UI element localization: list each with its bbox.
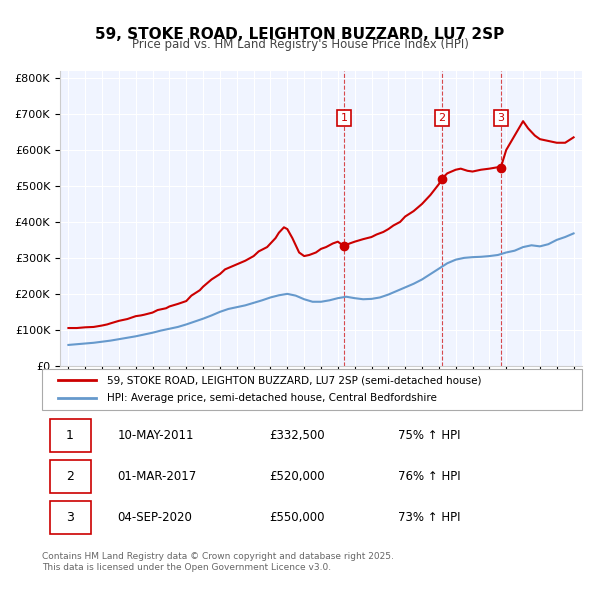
Text: 3: 3 [497,113,504,123]
Text: 75% ↑ HPI: 75% ↑ HPI [398,430,461,442]
Text: Price paid vs. HM Land Registry's House Price Index (HPI): Price paid vs. HM Land Registry's House … [131,38,469,51]
Text: 73% ↑ HPI: 73% ↑ HPI [398,510,461,523]
FancyBboxPatch shape [50,460,91,493]
Text: 1: 1 [66,430,74,442]
Text: HPI: Average price, semi-detached house, Central Bedfordshire: HPI: Average price, semi-detached house,… [107,394,437,404]
FancyBboxPatch shape [50,419,91,453]
Text: 04-SEP-2020: 04-SEP-2020 [118,510,193,523]
Text: This data is licensed under the Open Government Licence v3.0.: This data is licensed under the Open Gov… [42,563,331,572]
Text: Contains HM Land Registry data © Crown copyright and database right 2025.: Contains HM Land Registry data © Crown c… [42,552,394,560]
Text: 01-MAR-2017: 01-MAR-2017 [118,470,197,483]
Text: £550,000: £550,000 [269,510,325,523]
Text: £332,500: £332,500 [269,430,325,442]
Text: 76% ↑ HPI: 76% ↑ HPI [398,470,461,483]
Text: 10-MAY-2011: 10-MAY-2011 [118,430,194,442]
FancyBboxPatch shape [50,500,91,533]
Text: 3: 3 [66,510,74,523]
Text: 1: 1 [340,113,347,123]
Text: 59, STOKE ROAD, LEIGHTON BUZZARD, LU7 2SP (semi-detached house): 59, STOKE ROAD, LEIGHTON BUZZARD, LU7 2S… [107,375,481,385]
Text: 2: 2 [66,470,74,483]
Text: 59, STOKE ROAD, LEIGHTON BUZZARD, LU7 2SP: 59, STOKE ROAD, LEIGHTON BUZZARD, LU7 2S… [95,27,505,41]
FancyBboxPatch shape [42,369,582,410]
Text: 2: 2 [438,113,445,123]
Text: £520,000: £520,000 [269,470,325,483]
